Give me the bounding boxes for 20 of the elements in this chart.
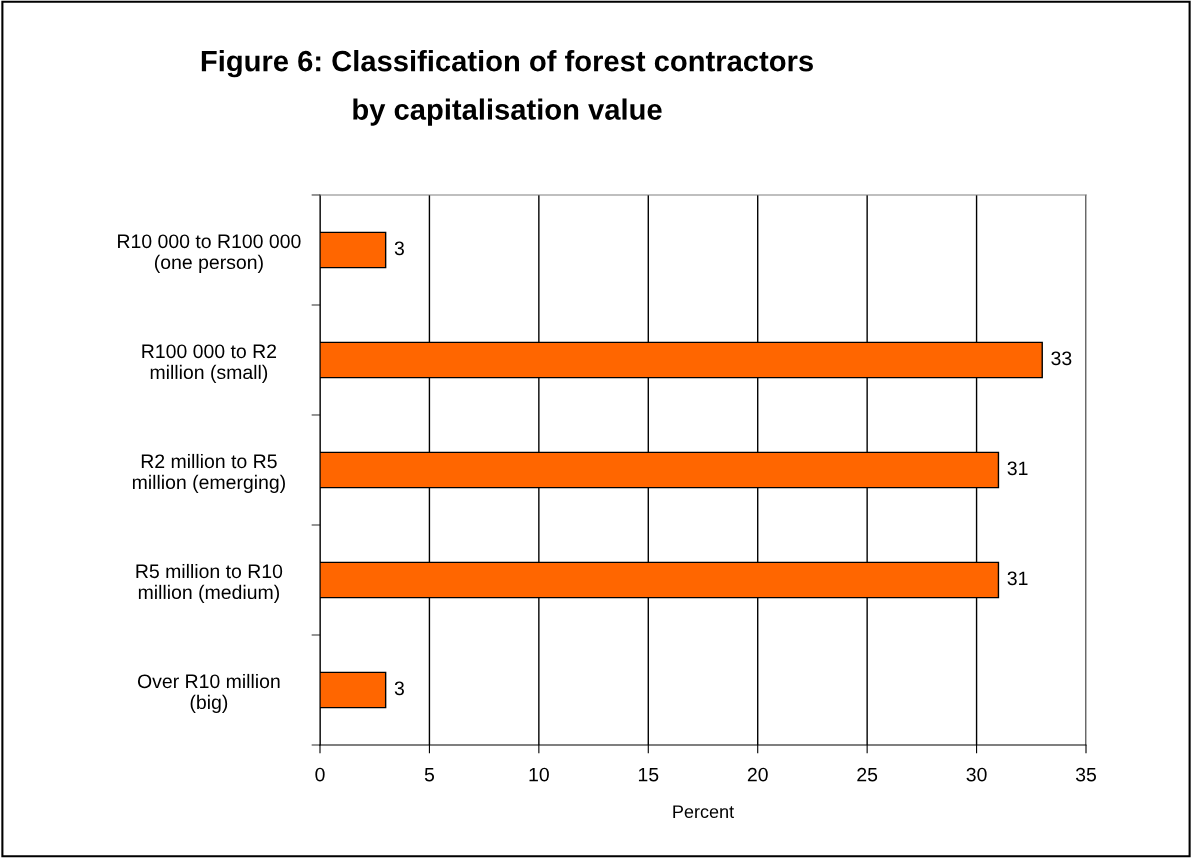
y-tick-label: R2 million to R5 million (emerging) [132, 453, 285, 493]
data-label: 3 [394, 241, 404, 256]
x-tick-label: 35 [1075, 767, 1096, 782]
x-tick-label: 0 [315, 767, 325, 782]
x-tick-label: 20 [747, 767, 768, 782]
x-axis-title: Percent [673, 805, 734, 819]
x-tick-label: 30 [966, 767, 987, 782]
data-label: 3 [394, 681, 404, 696]
y-tick-label: Over R10 million (big) [137, 673, 280, 713]
y-tick-label: R10 000 to R100 000 (one person) [118, 234, 301, 273]
x-tick-label: 10 [529, 767, 549, 782]
y-tick-label: R5 million to R10 million (medium) [136, 563, 283, 603]
x-tick-label: 15 [638, 767, 659, 782]
x-tick-label: 25 [857, 767, 878, 782]
y-tick-label: R100 000 to R2 million (small) [142, 344, 277, 383]
data-label: 33 [1051, 351, 1072, 366]
data-label: 31 [1007, 571, 1028, 586]
chart-title: Figure 6: Classification of forest contractors by capitalisation value [201, 50, 813, 126]
x-tick-label: 5 [424, 767, 435, 782]
data-label: 31 [1007, 461, 1028, 476]
